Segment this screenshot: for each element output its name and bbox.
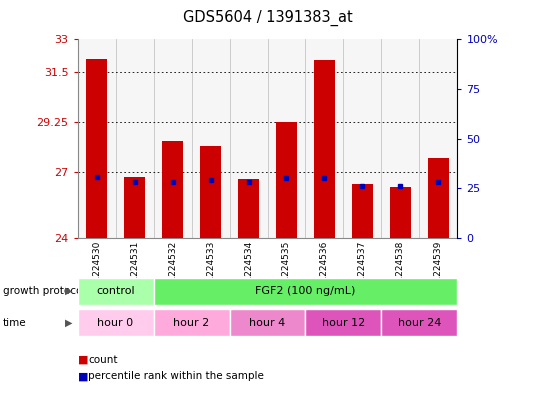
Bar (78, 309, 154, 336)
Bar (381, 39, 419, 238)
Bar (390, 187, 411, 238)
Bar (419, 39, 457, 238)
Bar (162, 141, 183, 238)
Text: GDS5604 / 1391383_at: GDS5604 / 1391383_at (182, 10, 353, 26)
Text: hour 2: hour 2 (173, 318, 210, 328)
Bar (268, 39, 305, 238)
Text: growth protocol: growth protocol (3, 286, 85, 296)
Text: hour 24: hour 24 (398, 318, 441, 328)
Text: time: time (3, 318, 26, 328)
Text: hour 12: hour 12 (322, 318, 365, 328)
Text: hour 4: hour 4 (249, 318, 286, 328)
Bar (116, 39, 154, 238)
Bar (78, 278, 154, 305)
Bar (381, 309, 457, 336)
Bar (78, 39, 116, 238)
Text: count: count (88, 354, 118, 365)
Text: ■: ■ (78, 371, 88, 382)
Bar (276, 122, 297, 238)
Text: FGF2 (100 ng/mL): FGF2 (100 ng/mL) (255, 286, 356, 296)
Bar (230, 39, 268, 238)
Bar (238, 179, 259, 238)
Text: control: control (96, 286, 135, 296)
Bar (154, 39, 192, 238)
Bar (305, 39, 343, 238)
Bar (305, 309, 381, 336)
Bar (192, 39, 230, 238)
Bar (352, 184, 373, 238)
Text: ▶: ▶ (65, 318, 72, 328)
Bar (154, 309, 230, 336)
Bar (124, 177, 145, 238)
Text: percentile rank within the sample: percentile rank within the sample (88, 371, 264, 382)
Bar (86, 59, 107, 238)
Bar (314, 60, 335, 238)
Bar (230, 309, 305, 336)
Text: hour 0: hour 0 (97, 318, 134, 328)
Text: ▶: ▶ (65, 286, 72, 296)
Bar (154, 278, 457, 305)
Bar (428, 158, 449, 238)
Bar (200, 146, 221, 238)
Text: ■: ■ (78, 354, 88, 365)
Bar (343, 39, 381, 238)
